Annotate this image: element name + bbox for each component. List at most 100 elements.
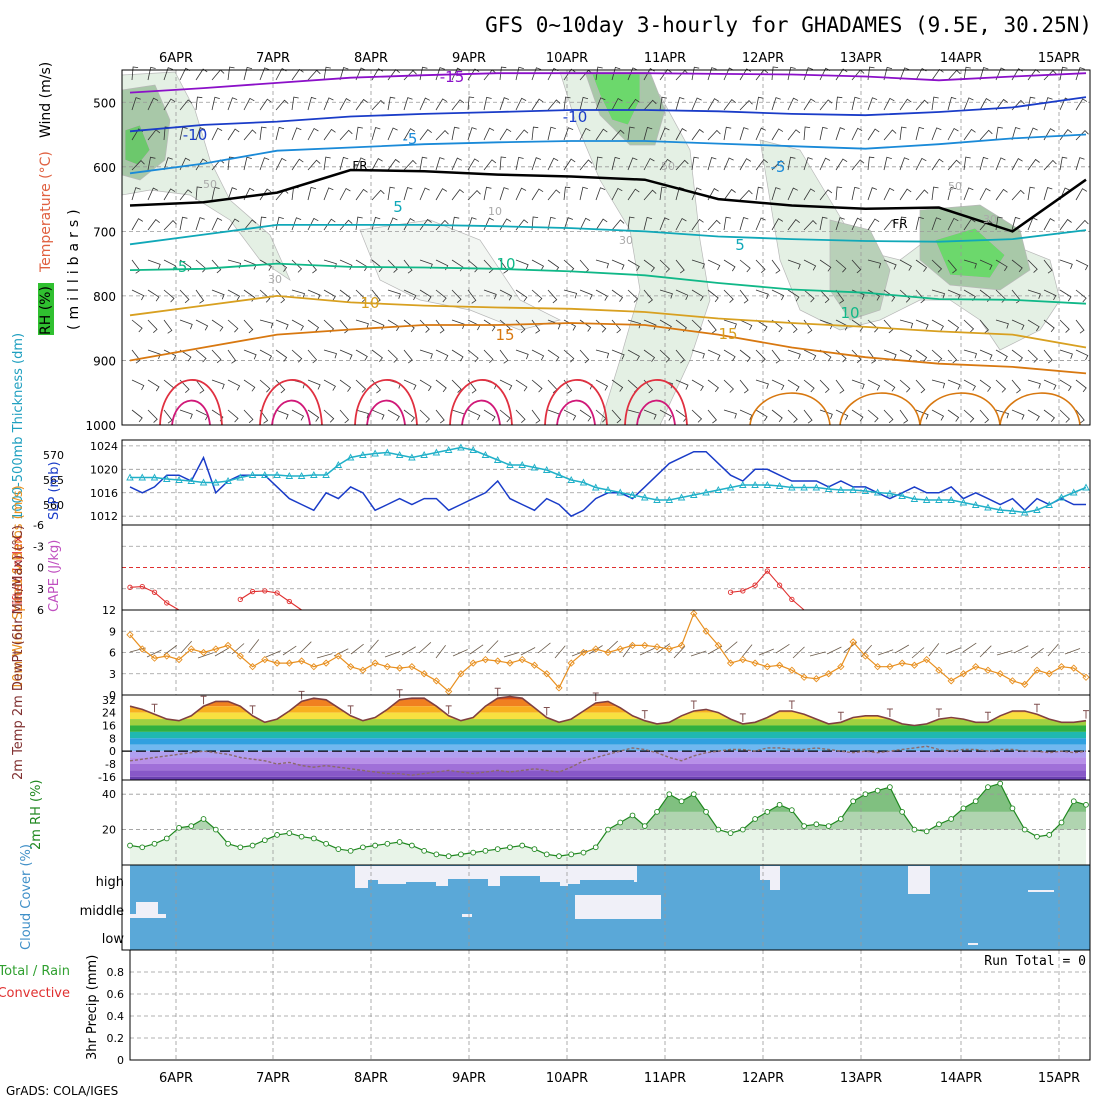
wind-barb <box>211 379 225 390</box>
rh2m-point <box>739 826 746 833</box>
wind-barb <box>371 158 383 171</box>
wind-barb <box>915 99 929 111</box>
wind-barb <box>259 259 272 271</box>
wind-barb <box>515 289 528 302</box>
isotherm-loop <box>366 399 406 426</box>
cloud-clear-block <box>378 866 406 884</box>
wind-barb <box>995 349 1008 362</box>
thickness-point <box>971 501 980 508</box>
rh2m-point <box>862 791 869 798</box>
wind10m-barb <box>1013 645 1029 654</box>
wind-barb <box>355 188 368 201</box>
wind-barb <box>963 187 974 201</box>
isotherm-FR <box>129 168 1087 233</box>
wind-barb <box>787 409 798 423</box>
wind-barb <box>611 97 623 111</box>
rh-region-2 <box>124 124 151 166</box>
wind-barb <box>291 127 302 141</box>
wind-barb <box>851 127 863 141</box>
rh2m-point <box>1058 819 1065 826</box>
wind-barb <box>963 349 978 359</box>
wind-barb <box>563 409 577 421</box>
wind-barb <box>1011 189 1025 201</box>
rh2m-point <box>641 823 648 829</box>
wind-barb <box>691 218 704 231</box>
wind-barb <box>835 379 845 394</box>
rh2m-point <box>911 826 918 833</box>
wind-barb <box>595 128 608 141</box>
wind-barb <box>179 99 193 111</box>
wind-barb <box>803 349 817 361</box>
temp-minmax-marker <box>935 708 942 718</box>
wind-barb <box>627 319 642 329</box>
thickness-point <box>138 473 147 481</box>
wind-barb <box>563 217 574 231</box>
thickness-point <box>935 496 943 503</box>
wind-barb <box>1059 156 1068 171</box>
wind-barb <box>835 96 843 111</box>
wind-barb <box>467 127 477 141</box>
wind-barb <box>915 126 925 141</box>
rh2m-point <box>433 851 440 858</box>
wind-barb <box>899 188 912 201</box>
wind-barb <box>243 379 256 392</box>
wind-barb <box>867 156 875 171</box>
wind10m-point <box>616 645 624 653</box>
wind-barb <box>755 159 768 171</box>
rh2m-point <box>1083 801 1089 808</box>
wind-barb <box>179 289 190 304</box>
li-tick: -3 <box>33 540 44 553</box>
wind-barb <box>947 217 959 231</box>
temp-tick: 16 <box>102 719 116 732</box>
wind10m-barb <box>996 650 1013 656</box>
thickness-point <box>187 477 196 484</box>
wind-barb <box>867 259 882 269</box>
cloud-clear-block <box>406 866 436 882</box>
thickness-point <box>236 473 245 481</box>
thickness-point <box>518 461 526 468</box>
wind-barb <box>371 216 381 231</box>
wind-barb <box>579 217 591 231</box>
wind-barb <box>259 319 274 329</box>
wind10m-point <box>506 659 514 667</box>
wind10m-point <box>175 655 183 664</box>
wind10m-point <box>604 648 612 657</box>
thickness-point <box>812 483 821 491</box>
temp2m-line <box>129 695 1087 727</box>
wind-barb <box>243 289 256 302</box>
wind10m-barb <box>248 639 260 653</box>
contour-label-10: 10 <box>840 304 859 322</box>
wind-barb <box>467 68 480 81</box>
rh-contour-label-30: 30 <box>619 234 633 247</box>
rh2m-point <box>188 823 195 829</box>
wind-barb <box>595 156 603 171</box>
wind-barb <box>851 349 862 364</box>
wind-barb <box>515 319 526 334</box>
wind-barb <box>451 259 464 272</box>
wind-barb <box>931 186 939 201</box>
thickness-point <box>653 496 661 503</box>
wind-barb <box>227 409 239 423</box>
thickness-point <box>1045 501 1053 508</box>
wind-barb <box>259 289 271 303</box>
cape-label: CAPE (J/kg) <box>47 540 62 612</box>
wind-barb <box>307 159 321 171</box>
cloud-clear-block <box>568 866 580 884</box>
wind-barb <box>547 289 558 304</box>
wind-barb <box>755 96 764 111</box>
wind-barb <box>787 259 801 270</box>
wind-barb <box>339 187 351 201</box>
wind10m-barb <box>384 651 401 658</box>
wind10m-label: 10m Wind Speed & Barbs (m/s) <box>11 485 26 690</box>
pressure-tick: 600 <box>93 161 116 175</box>
wind10m-point <box>628 641 637 650</box>
thickness-point <box>457 443 465 451</box>
wind-barb <box>595 349 610 359</box>
wind-barb <box>819 157 831 171</box>
bottom-date-13APR: 13APR <box>840 1071 882 1086</box>
wind-barb <box>707 67 717 81</box>
wind-barb <box>627 67 638 81</box>
rh-contour-label-30: 30 <box>983 213 997 226</box>
wind-barb <box>979 129 993 141</box>
isotherm-loop <box>354 379 418 426</box>
